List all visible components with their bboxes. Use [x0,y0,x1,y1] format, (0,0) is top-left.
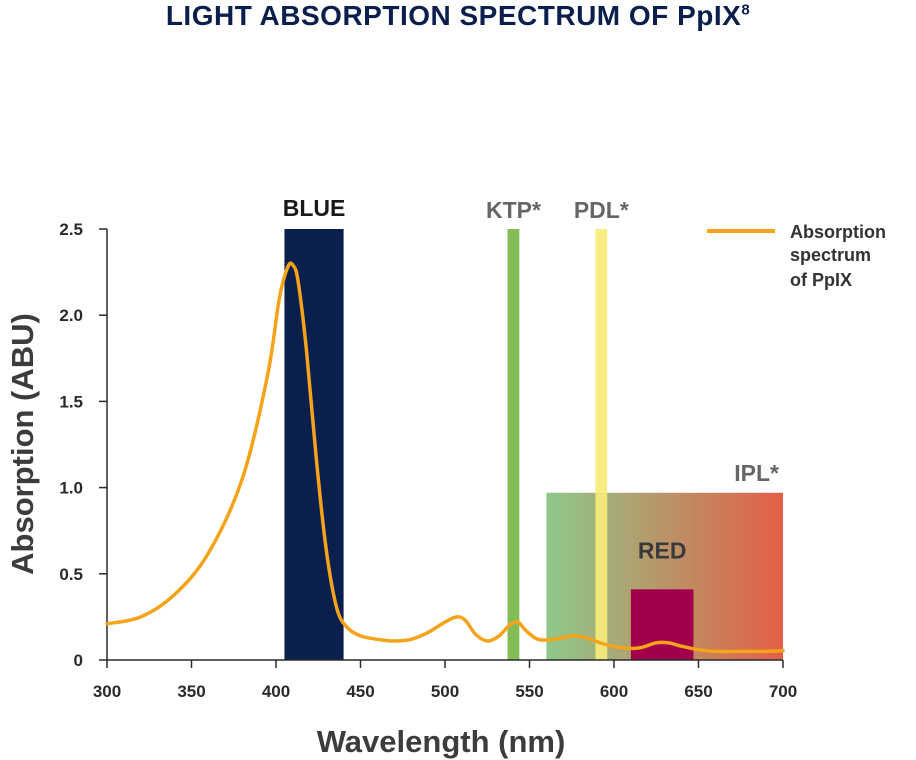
x-tick-label: 400 [262,682,290,701]
band-label-red: RED [638,537,687,563]
y-tick-label: 1.5 [59,392,83,411]
x-axis-title: Wavelength (nm) [317,724,566,759]
chart-title: LIGHT ABSORPTION SPECTRUM OF PpIX8 [0,0,916,32]
x-tick-label: 700 [769,682,797,701]
legend-label-line-1: Absorption [790,222,886,242]
x-tick-label: 500 [431,682,459,701]
x-tick-label: 450 [346,682,374,701]
chart-title-text: LIGHT ABSORPTION SPECTRUM OF PpIX [165,0,742,31]
band-label-blue: BLUE [283,195,346,221]
x-tick-label: 600 [600,682,628,701]
band-pdl [595,229,608,660]
y-tick-label: 0 [74,651,83,670]
y-axis-title: Absorption (ABU) [5,313,40,575]
legend-label-line-2: spectrum [790,245,871,265]
y-tick-label: 0.5 [59,565,83,584]
y-tick-label: 2.0 [59,306,83,325]
y-tick-label: 1.0 [59,479,83,498]
series-line-absorption-spectrum-of-ppix [105,261,785,654]
x-tick-label: 300 [93,682,121,701]
chart-title-superscript: 8 [741,1,751,19]
x-tick-label: 350 [177,682,205,701]
band-label-ipl: IPL* [734,460,779,486]
y-tick-label: 2.5 [59,220,83,239]
x-tick-label: 550 [515,682,543,701]
band-ktp [507,229,520,660]
band-label-ktp: KTP* [486,197,541,223]
legend-label-line-3: of PpIX [790,270,852,290]
x-tick-label: 650 [684,682,712,701]
band-label-pdl: PDL* [574,197,629,223]
